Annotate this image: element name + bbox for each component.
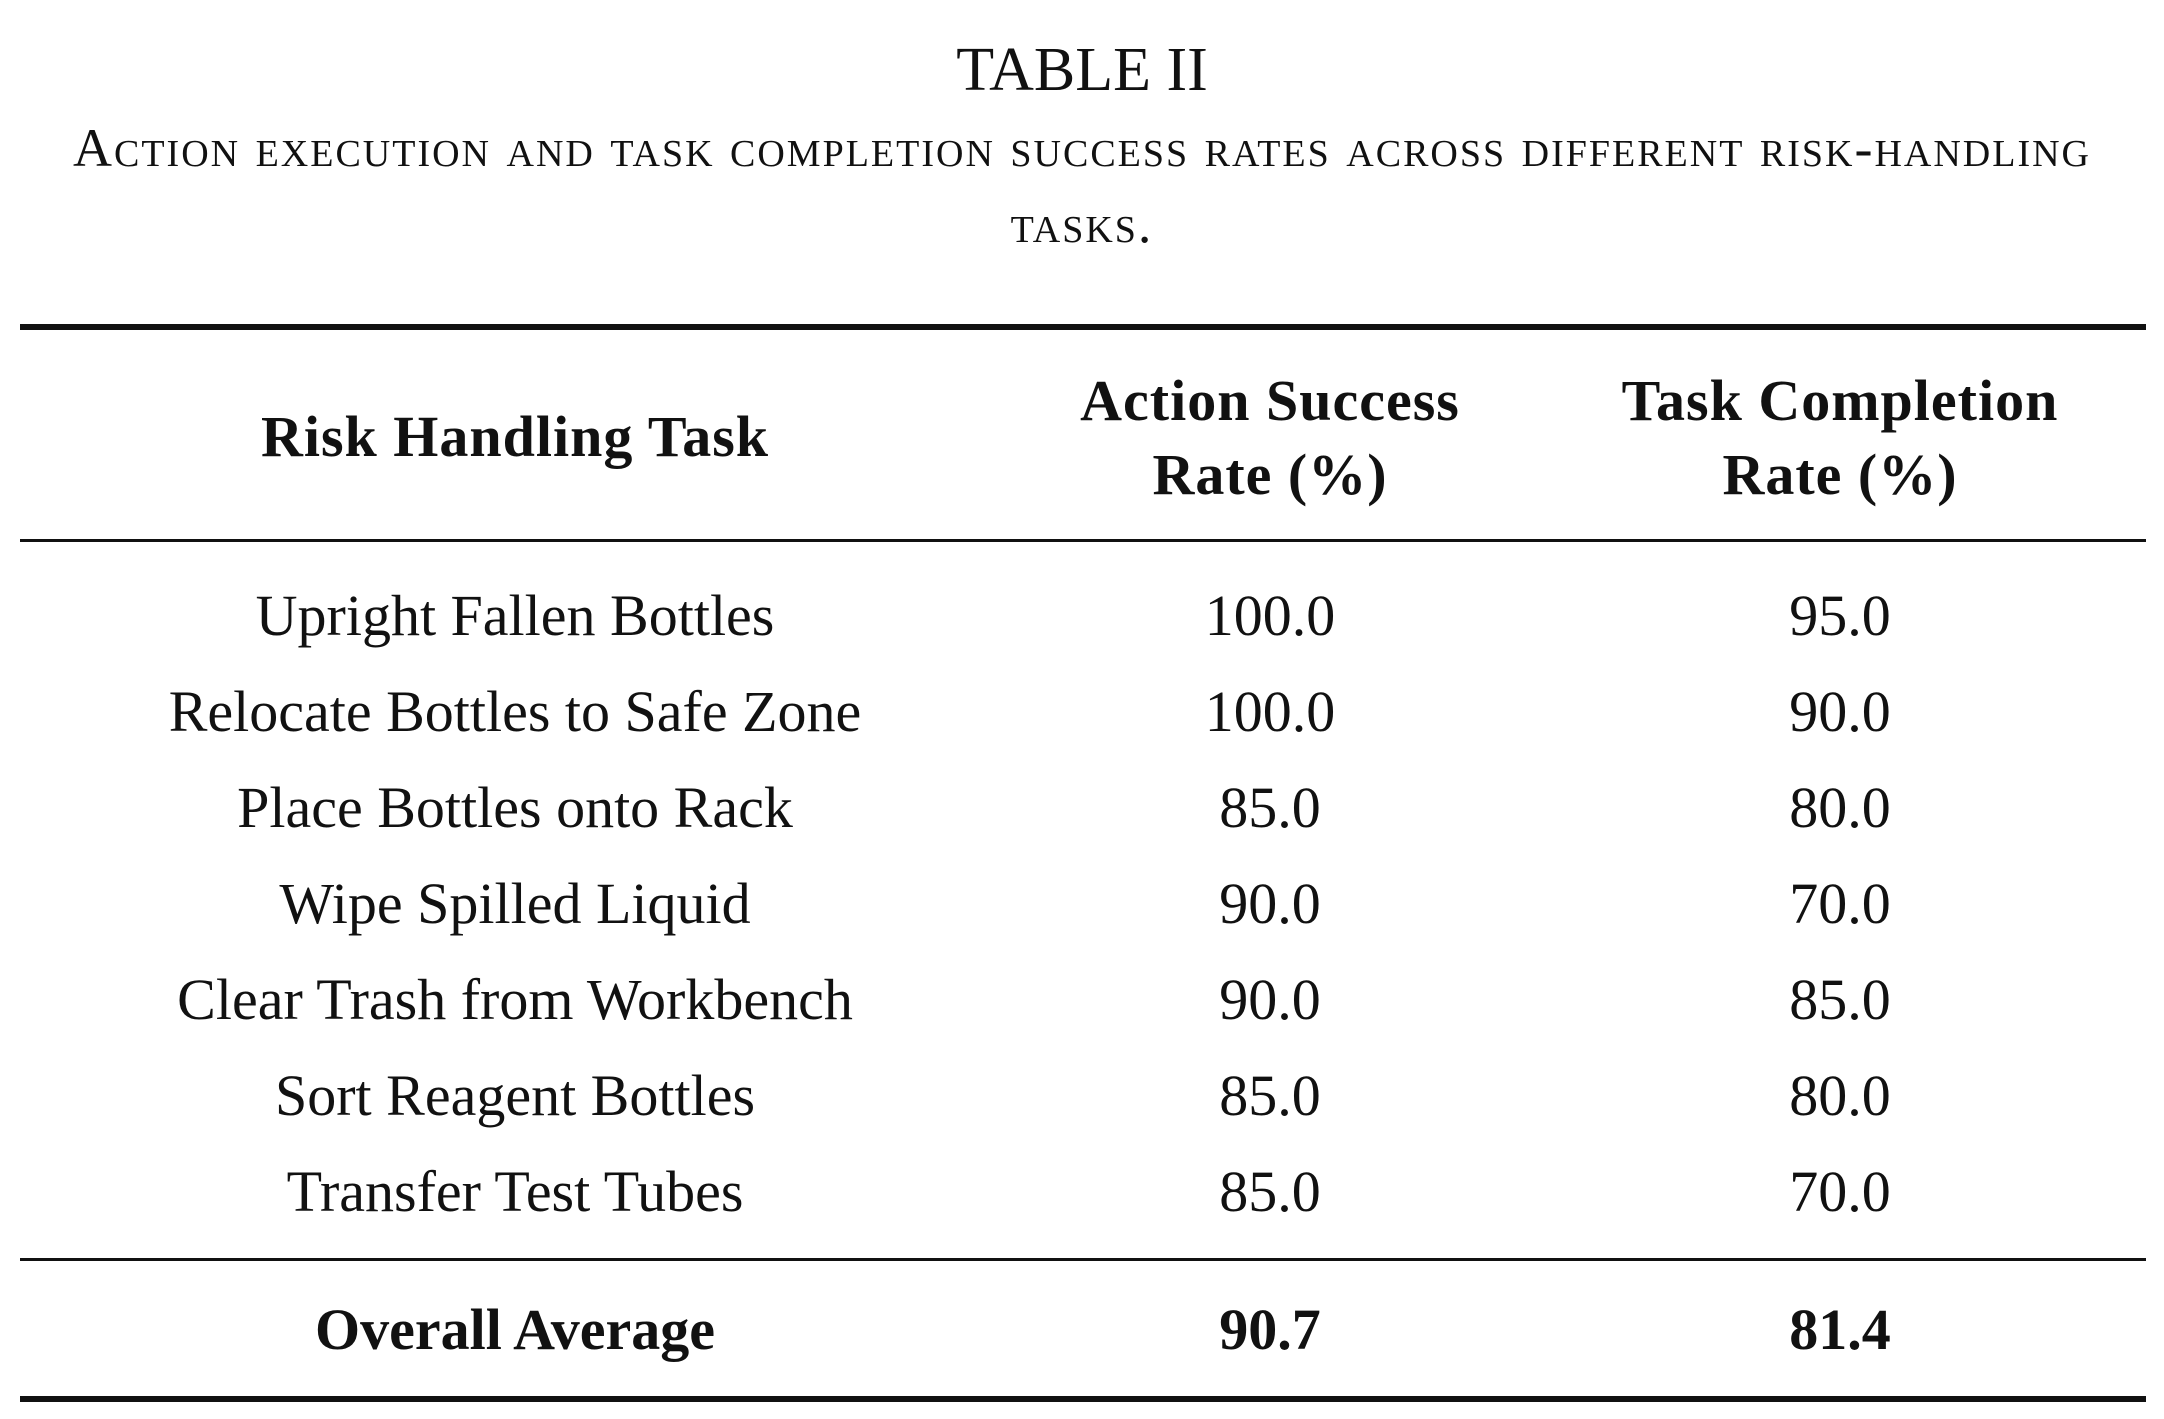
action-success-value: 85.0 (1219, 1159, 1321, 1224)
average-task-completion: 81.4 (1789, 1297, 1891, 1362)
task-name: Clear Trash from Workbench (177, 967, 853, 1032)
action-success-value: 100.0 (1204, 583, 1336, 648)
task-completion-value: 80.0 (1789, 1063, 1891, 1128)
header-rule (20, 539, 2146, 542)
task-completion-value: 80.0 (1789, 775, 1891, 840)
header-action-success-rate: Action Success Rate (%) (1040, 364, 1500, 512)
average-label: Overall Average (315, 1297, 715, 1362)
task-name: Transfer Test Tubes (286, 1159, 744, 1224)
table-row: Clear Trash from Workbench 90.0 85.0 (0, 952, 2164, 1048)
table-row: Upright Fallen Bottles 100.0 95.0 (0, 568, 2164, 664)
task-completion-value: 70.0 (1789, 871, 1891, 936)
action-success-value: 85.0 (1219, 1063, 1321, 1128)
table-row: Transfer Test Tubes 85.0 70.0 (0, 1144, 2164, 1240)
task-completion-value: 95.0 (1789, 583, 1891, 648)
bottom-rule (20, 1396, 2146, 1402)
table-row: Wipe Spilled Liquid 90.0 70.0 (0, 856, 2164, 952)
table-row: Sort Reagent Bottles 85.0 80.0 (0, 1048, 2164, 1144)
table-row: Relocate Bottles to Safe Zone 100.0 90.0 (0, 664, 2164, 760)
table-caption: Action execution and task completion suc… (73, 118, 2091, 254)
table-row: Place Bottles onto Rack 85.0 80.0 (0, 760, 2164, 856)
task-name: Wipe Spilled Liquid (279, 871, 751, 936)
action-success-value: 90.0 (1219, 967, 1321, 1032)
task-completion-value: 90.0 (1789, 679, 1891, 744)
header-task-completion-rate: Task Completion Rate (%) (1560, 364, 2120, 512)
average-rule (20, 1258, 2146, 1261)
top-rule (20, 324, 2146, 330)
task-name: Sort Reagent Bottles (274, 1063, 756, 1128)
action-success-value: 100.0 (1204, 679, 1336, 744)
average-row: Overall Average 90.7 81.4 (0, 1282, 2164, 1378)
table-number: TABLE II (956, 36, 1208, 104)
average-action-success: 90.7 (1219, 1297, 1321, 1362)
task-completion-value: 85.0 (1789, 967, 1891, 1032)
task-completion-value: 70.0 (1789, 1159, 1891, 1224)
action-success-value: 85.0 (1219, 775, 1321, 840)
header-risk-handling-task: Risk Handling Task (260, 404, 770, 469)
task-name: Upright Fallen Bottles (255, 583, 775, 648)
header-action-line-2: Rate (%) (1152, 442, 1388, 507)
header-completion-line-1: Task Completion (1621, 368, 2059, 433)
task-name: Place Bottles onto Rack (237, 775, 793, 840)
header-completion-line-2: Rate (%) (1722, 442, 1958, 507)
task-name: Relocate Bottles to Safe Zone (168, 679, 862, 744)
header-action-line-1: Action Success (1080, 368, 1460, 433)
action-success-value: 90.0 (1219, 871, 1321, 936)
